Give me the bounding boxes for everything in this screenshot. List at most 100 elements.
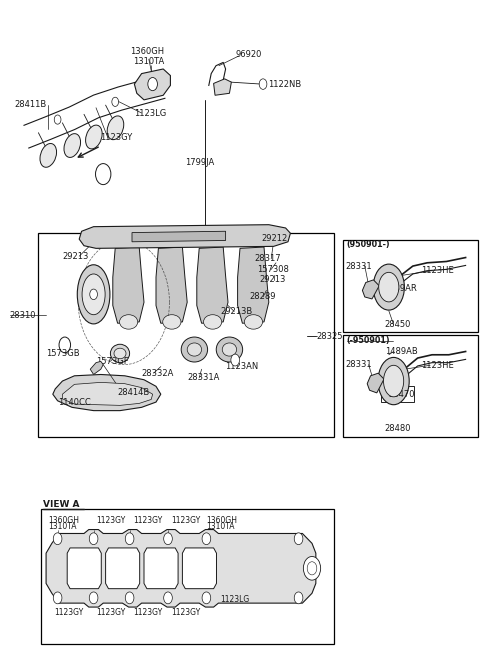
Ellipse shape — [85, 125, 102, 149]
Text: 1360GH: 1360GH — [206, 516, 238, 525]
Text: 22451: 22451 — [161, 233, 187, 242]
Circle shape — [164, 592, 172, 604]
Text: 1140CC: 1140CC — [58, 397, 90, 407]
Ellipse shape — [216, 337, 242, 362]
Polygon shape — [62, 382, 153, 405]
Ellipse shape — [110, 344, 130, 363]
Text: 28450: 28450 — [384, 320, 410, 329]
Circle shape — [231, 354, 240, 366]
Polygon shape — [238, 247, 269, 323]
Text: 28470: 28470 — [389, 390, 415, 399]
Polygon shape — [214, 79, 231, 95]
Ellipse shape — [82, 274, 105, 315]
Text: 1310TA: 1310TA — [206, 522, 235, 532]
Circle shape — [54, 115, 61, 124]
Text: 1573GF: 1573GF — [96, 357, 129, 366]
Text: 1123GY: 1123GY — [133, 516, 163, 525]
Polygon shape — [67, 548, 101, 589]
Text: 157308: 157308 — [257, 265, 288, 274]
Polygon shape — [53, 374, 161, 411]
Text: 1123LG: 1123LG — [134, 108, 167, 118]
Ellipse shape — [378, 357, 409, 405]
Ellipse shape — [222, 343, 237, 356]
Ellipse shape — [244, 315, 263, 329]
Text: 1489AB: 1489AB — [385, 347, 418, 356]
Ellipse shape — [120, 315, 138, 329]
Circle shape — [53, 533, 62, 545]
Ellipse shape — [114, 348, 126, 359]
Polygon shape — [134, 69, 170, 100]
Ellipse shape — [40, 143, 57, 168]
Text: 1123HE: 1123HE — [421, 361, 454, 370]
Text: 1310TA: 1310TA — [48, 522, 76, 532]
Circle shape — [164, 533, 172, 545]
Polygon shape — [79, 225, 290, 248]
Text: 29213: 29213 — [259, 275, 286, 284]
Ellipse shape — [379, 273, 399, 302]
Circle shape — [148, 78, 157, 91]
Text: 1123GY: 1123GY — [133, 608, 163, 617]
Ellipse shape — [187, 343, 202, 356]
Text: 1123GY: 1123GY — [171, 516, 200, 525]
Ellipse shape — [77, 265, 110, 324]
Polygon shape — [132, 231, 226, 242]
Text: 28480: 28480 — [384, 424, 410, 433]
Ellipse shape — [163, 315, 181, 329]
Polygon shape — [182, 548, 216, 589]
Text: 1123GY: 1123GY — [100, 133, 132, 143]
Circle shape — [89, 592, 98, 604]
Circle shape — [59, 337, 71, 353]
Text: 1573GB: 1573GB — [46, 349, 79, 358]
Text: 1360GH: 1360GH — [130, 47, 164, 56]
Text: 28325: 28325 — [317, 332, 343, 341]
Text: A: A — [101, 170, 106, 179]
Circle shape — [112, 97, 119, 106]
Text: 96920: 96920 — [235, 50, 262, 59]
Polygon shape — [113, 247, 144, 323]
Text: 29213: 29213 — [62, 252, 89, 261]
Text: 1489AR: 1489AR — [384, 284, 417, 293]
Polygon shape — [106, 548, 140, 589]
Text: 1799JA: 1799JA — [185, 158, 214, 168]
Polygon shape — [46, 530, 316, 607]
Text: 28289: 28289 — [250, 292, 276, 302]
Text: 29213B: 29213B — [221, 307, 253, 316]
Circle shape — [90, 289, 97, 300]
Text: 28411B: 28411B — [14, 100, 47, 109]
Text: 1123AN: 1123AN — [225, 362, 258, 371]
Circle shape — [202, 533, 211, 545]
Ellipse shape — [64, 133, 81, 158]
Text: 1310TA: 1310TA — [133, 57, 165, 66]
Text: (-950901): (-950901) — [347, 336, 390, 346]
Text: 28331A: 28331A — [187, 373, 219, 382]
Circle shape — [125, 533, 134, 545]
Text: VIEW A: VIEW A — [43, 500, 80, 509]
Ellipse shape — [204, 315, 222, 329]
Text: 1122NB: 1122NB — [268, 79, 301, 89]
Text: 28317: 28317 — [254, 254, 281, 263]
Polygon shape — [144, 548, 178, 589]
Ellipse shape — [181, 337, 207, 362]
Polygon shape — [362, 280, 379, 299]
Ellipse shape — [384, 365, 404, 397]
Text: 1123GY: 1123GY — [171, 608, 200, 617]
Polygon shape — [367, 373, 384, 393]
Polygon shape — [156, 247, 187, 323]
Polygon shape — [90, 361, 103, 374]
Text: (950901-): (950901-) — [347, 240, 390, 249]
Text: 1123LG: 1123LG — [220, 595, 249, 604]
Text: 1123HE: 1123HE — [421, 266, 454, 275]
Circle shape — [303, 556, 321, 580]
Circle shape — [259, 79, 267, 89]
Circle shape — [53, 592, 62, 604]
Text: 1123GY: 1123GY — [96, 608, 125, 617]
Text: 1360GH: 1360GH — [48, 516, 79, 525]
Text: 1123GY: 1123GY — [96, 516, 125, 525]
Text: 29212: 29212 — [262, 234, 288, 243]
Circle shape — [307, 562, 317, 575]
Circle shape — [294, 533, 303, 545]
Text: 28414B: 28414B — [118, 388, 150, 397]
Text: 28331: 28331 — [346, 360, 372, 369]
Circle shape — [202, 592, 211, 604]
Circle shape — [294, 592, 303, 604]
